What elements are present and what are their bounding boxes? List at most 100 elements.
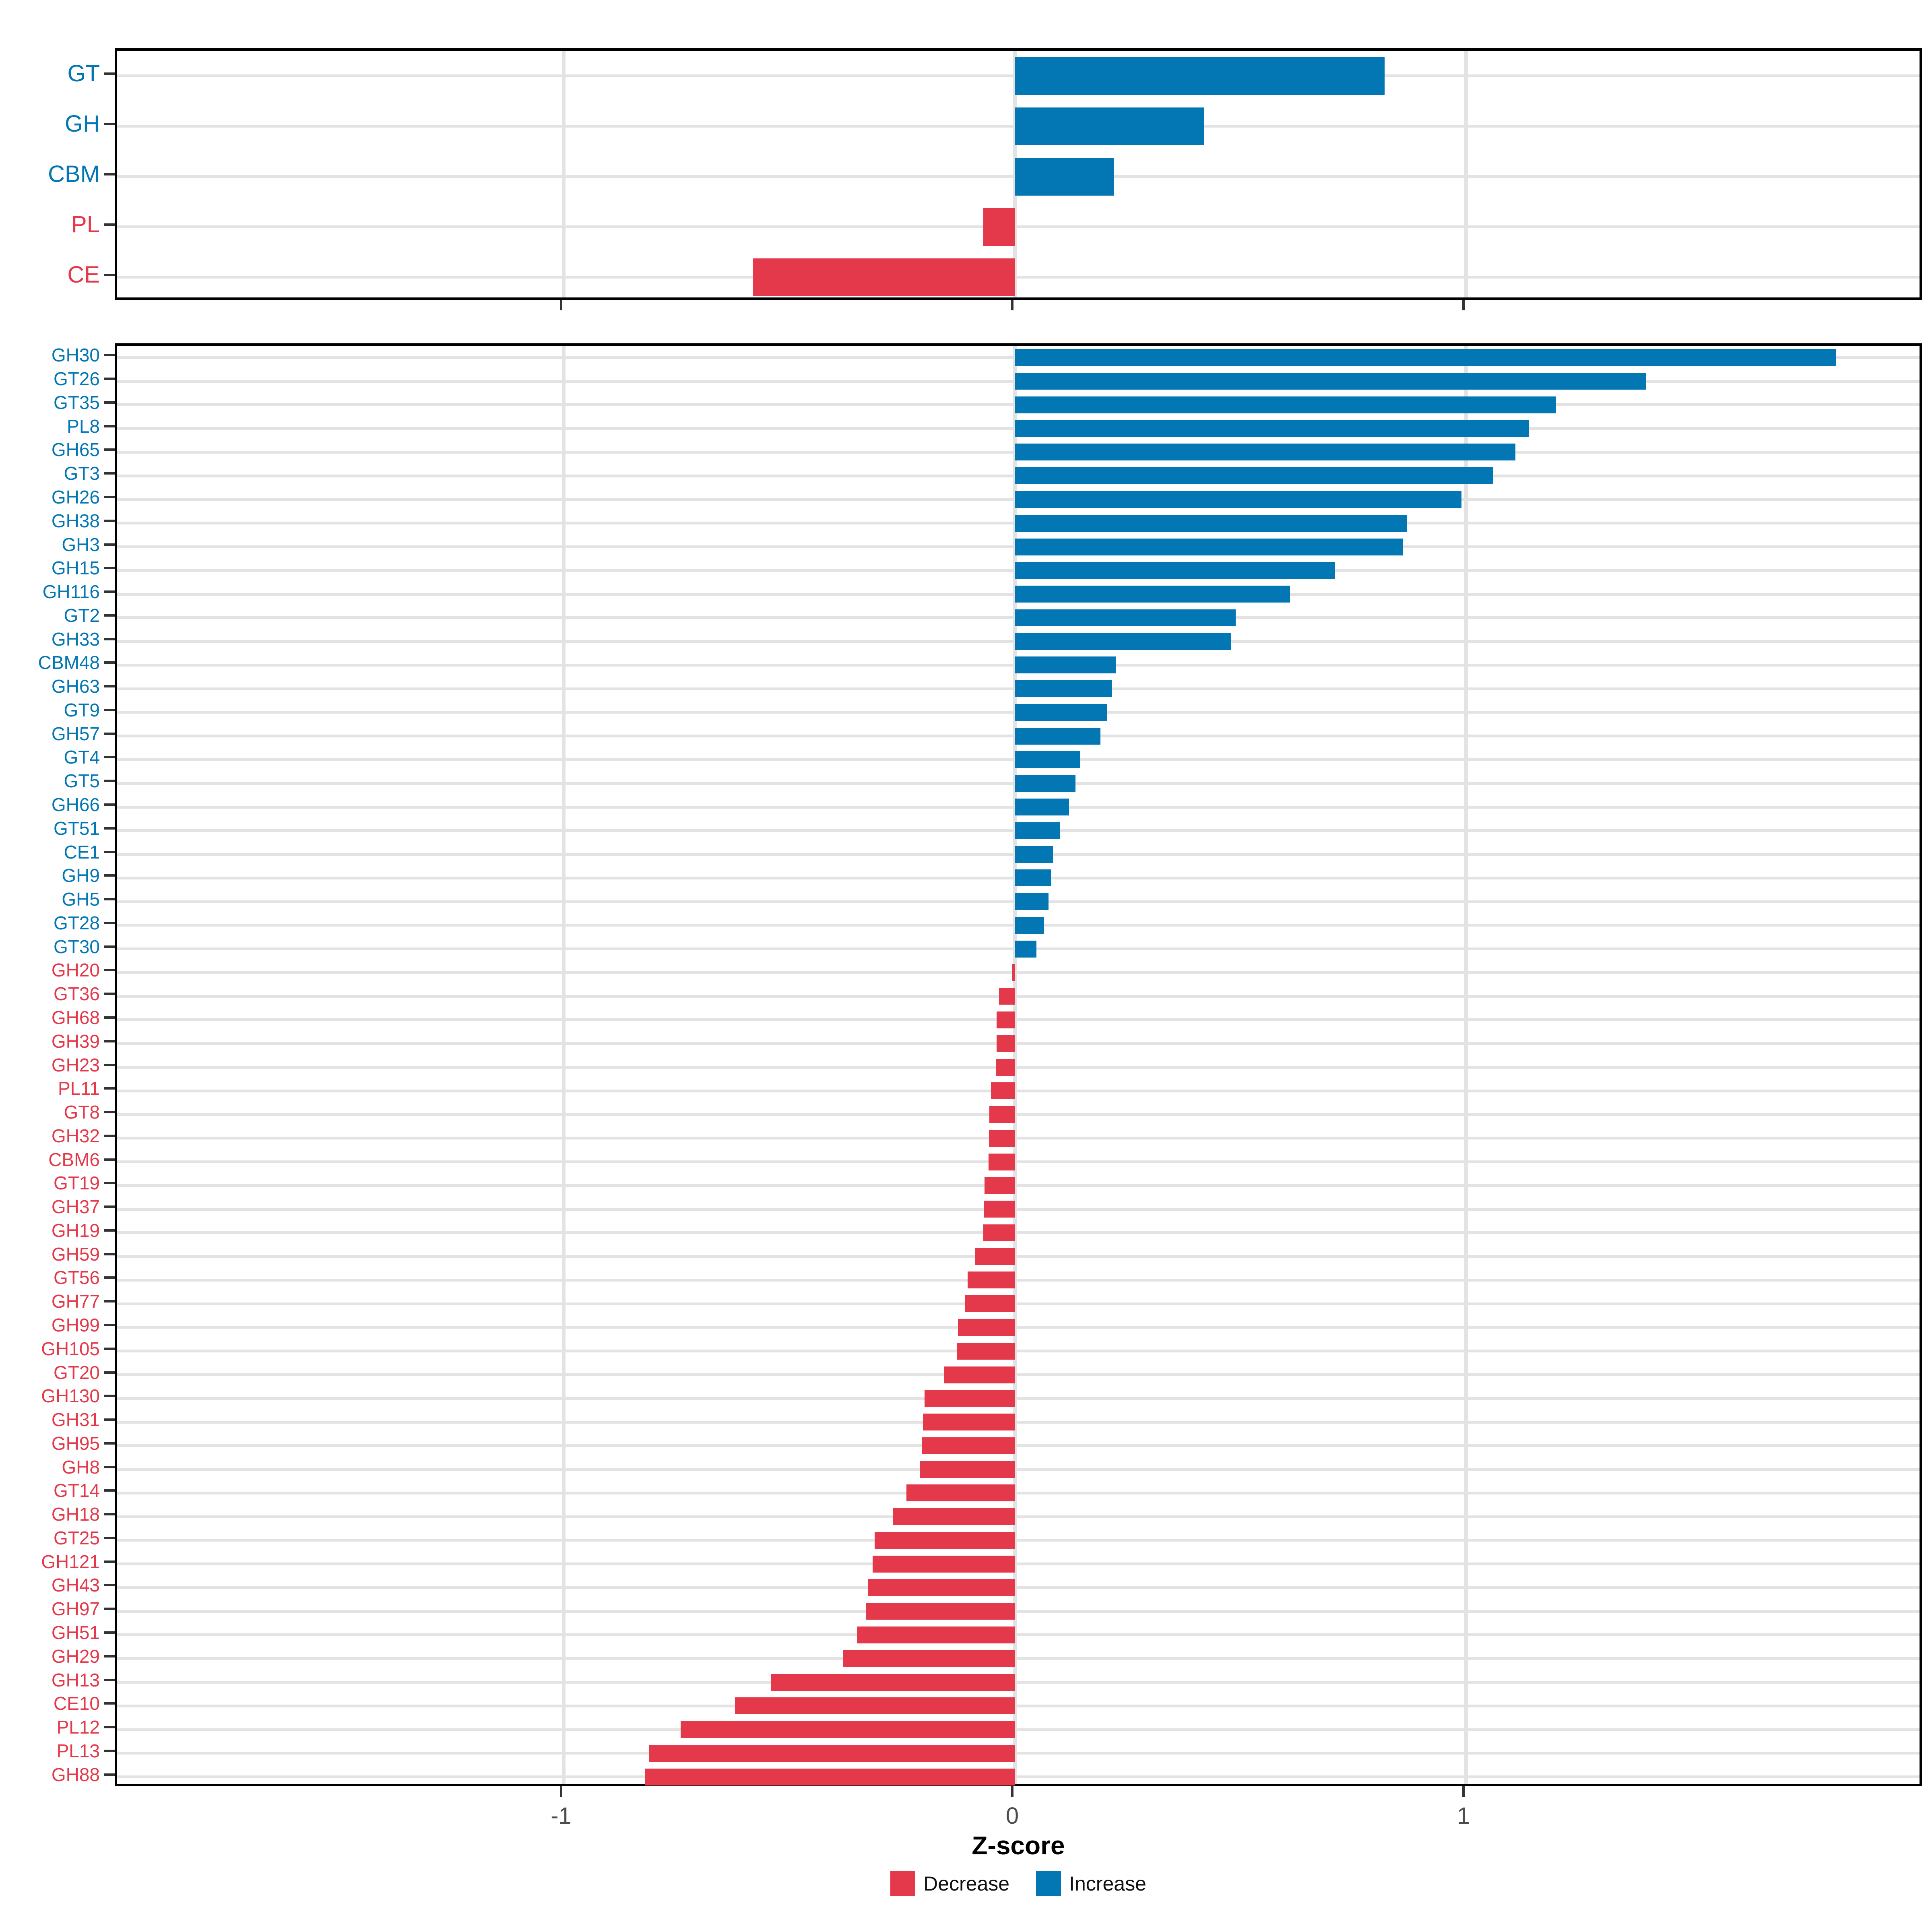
y-label-GT35: GT35	[53, 392, 100, 413]
gridline-horizontal	[117, 1302, 1920, 1305]
bar-CE	[753, 258, 1015, 296]
y-label-GH68: GH68	[51, 1007, 100, 1028]
y-tick-mark	[104, 1087, 115, 1090]
gridline-horizontal	[117, 995, 1920, 998]
y-label-GH26: GH26	[51, 487, 100, 508]
bar-GH33	[1015, 633, 1232, 650]
bar-GT20	[944, 1366, 1015, 1383]
y-label-GH19: GH19	[51, 1220, 100, 1241]
y-label-CBM6: CBM6	[48, 1149, 100, 1170]
y-tick-mark	[104, 1134, 115, 1137]
y-tick-mark	[104, 614, 115, 617]
gridline-horizontal	[117, 1137, 1920, 1140]
bar-GT5	[1015, 775, 1076, 792]
y-label-GT26: GT26	[53, 368, 100, 390]
bar-GT35	[1015, 396, 1556, 413]
gridline-horizontal	[117, 1444, 1920, 1447]
gridline-horizontal	[117, 1515, 1920, 1518]
bar-GH38	[1015, 514, 1408, 532]
y-label-CE: CE	[67, 261, 100, 288]
gridline-vertical	[561, 346, 566, 1784]
y-tick-mark	[104, 401, 115, 404]
bar-GH18	[893, 1508, 1015, 1525]
bar-GH77	[965, 1295, 1015, 1313]
bar-GH68	[997, 1011, 1015, 1028]
y-label-GH57: GH57	[51, 723, 100, 744]
y-tick-mark	[104, 1442, 115, 1445]
y-tick-mark	[104, 1560, 115, 1563]
y-label-GH116: GH116	[42, 581, 100, 603]
y-label-GH65: GH65	[51, 439, 100, 460]
y-tick-mark	[104, 1158, 115, 1161]
y-tick-mark	[104, 1466, 115, 1468]
gridline-vertical	[1464, 51, 1468, 297]
y-label-GH5: GH5	[62, 889, 100, 910]
x-axis-title: Z-score	[972, 1831, 1065, 1860]
y-tick-mark	[104, 1063, 115, 1066]
bar-GH88	[644, 1768, 1015, 1785]
bar-GH5	[1015, 893, 1049, 910]
y-label-GH23: GH23	[51, 1054, 100, 1075]
bar-GT36	[999, 988, 1015, 1005]
bar-GH130	[924, 1390, 1015, 1407]
y-label-GT20: GT20	[53, 1362, 100, 1383]
bar-GT9	[1015, 704, 1107, 721]
y-tick-mark	[104, 827, 115, 830]
gridline-horizontal	[117, 1350, 1920, 1353]
x-tick-mark	[560, 300, 562, 310]
y-label-GH38: GH38	[51, 510, 100, 531]
y-tick-mark	[104, 496, 115, 498]
gridline-horizontal	[117, 1704, 1920, 1707]
y-tick-mark	[104, 425, 115, 427]
bar-CE10	[735, 1697, 1015, 1715]
y-label-GT9: GT9	[64, 699, 100, 720]
gridline-horizontal	[117, 1160, 1920, 1164]
y-tick-mark	[104, 1347, 115, 1350]
y-tick-mark	[104, 1323, 115, 1326]
y-label-GH: GH	[65, 110, 100, 137]
y-tick-mark	[104, 543, 115, 546]
y-tick-mark	[104, 1395, 115, 1397]
bar-GT30	[1015, 940, 1036, 958]
gridline-horizontal	[117, 1255, 1920, 1258]
y-label-GH99: GH99	[51, 1314, 100, 1335]
y-tick-mark	[104, 1631, 115, 1634]
bar-GH116	[1015, 586, 1290, 603]
y-tick-mark	[104, 122, 115, 125]
gridline-horizontal	[117, 1326, 1920, 1329]
y-label-GH32: GH32	[51, 1125, 100, 1146]
y-tick-mark	[104, 354, 115, 357]
y-tick-mark	[104, 1253, 115, 1255]
y-tick-mark	[104, 732, 115, 735]
y-label-GH105: GH105	[41, 1338, 100, 1359]
y-label-GT36: GT36	[53, 983, 100, 1005]
gridline-vertical	[1013, 346, 1017, 1784]
gridline-horizontal	[117, 1066, 1920, 1069]
y-tick-mark	[104, 72, 115, 75]
bar-PL	[983, 208, 1015, 246]
y-label-GT51: GT51	[53, 817, 100, 839]
bar-CE1	[1015, 846, 1053, 863]
bar-GH59	[975, 1248, 1015, 1265]
y-label-PL: PL	[71, 211, 100, 237]
gridline-horizontal	[117, 1397, 1920, 1400]
bar-GH39	[997, 1035, 1015, 1052]
bar-GT	[1015, 57, 1385, 95]
y-tick-mark	[104, 1678, 115, 1681]
bar-GH105	[957, 1342, 1015, 1360]
gridline-horizontal	[117, 1468, 1920, 1471]
gridline-horizontal	[117, 1231, 1920, 1234]
y-label-GH77: GH77	[51, 1291, 100, 1312]
bar-GT26	[1015, 373, 1647, 390]
y-label-PL8: PL8	[67, 415, 100, 437]
y-tick-mark	[104, 1749, 115, 1752]
bar-GH97	[866, 1603, 1015, 1620]
bar-GT51	[1015, 822, 1060, 839]
gridline-horizontal	[117, 1113, 1920, 1116]
bar-GH13	[771, 1674, 1015, 1691]
y-label-GH15: GH15	[51, 557, 100, 579]
bar-GT8	[989, 1106, 1015, 1123]
y-tick-mark	[104, 803, 115, 806]
bar-GH20	[1012, 964, 1015, 981]
y-tick-mark	[104, 898, 115, 901]
